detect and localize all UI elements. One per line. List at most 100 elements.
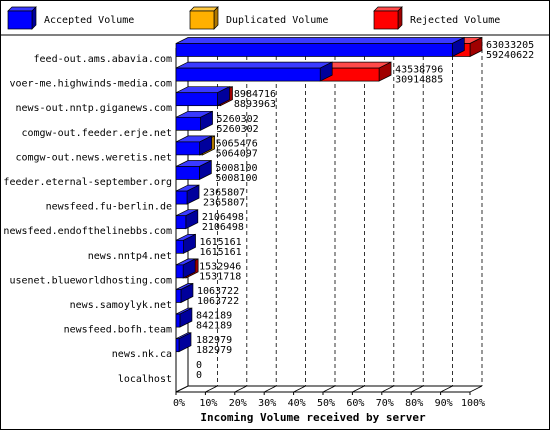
floor-grid xyxy=(411,385,424,393)
bar-row: newsfeed.endofthelinebbs.com 210649821064… xyxy=(3,209,244,237)
accepted-bar xyxy=(175,282,194,304)
legend: Accepted Volume Duplicated Volume Rejected… xyxy=(7,6,500,30)
category-label: feeder.eternal-september.org xyxy=(3,177,172,188)
x-tick-label: 90% xyxy=(435,398,453,409)
category-label: news.nntp4.net xyxy=(88,251,172,262)
legend-swatch-top xyxy=(7,6,37,12)
x-tick-label: 20% xyxy=(229,398,247,409)
accepted-volume-label: 182979 xyxy=(196,345,232,356)
legend-swatch-side xyxy=(31,6,37,30)
accepted-bar-face xyxy=(175,92,218,107)
rejected-bar xyxy=(319,61,392,82)
accepted-bar-face xyxy=(175,67,321,82)
legend-item: Rejected Volume xyxy=(373,6,500,30)
floor-grid xyxy=(469,385,483,393)
total-volume-label: 8984716 xyxy=(234,89,276,100)
x-tick-label: 30% xyxy=(258,398,276,409)
accepted-volume-label: 2106498 xyxy=(202,222,244,233)
total-volume-label: 1615161 xyxy=(200,237,242,248)
accepted-bar xyxy=(175,159,212,181)
legend-swatch xyxy=(189,10,215,30)
accepted-bar xyxy=(175,61,333,82)
x-tick-label: 100% xyxy=(461,398,485,409)
legend-swatch-top xyxy=(189,6,219,12)
accepted-bar xyxy=(175,258,196,279)
accepted-bar xyxy=(175,86,230,107)
accepted-volume-label: 8893963 xyxy=(234,99,276,110)
accepted-bar xyxy=(175,110,213,131)
accepted-bar xyxy=(175,184,200,205)
category-label: newsfeed.fu-berlin.de xyxy=(46,202,172,213)
bar-row: feeder.eternal-september.org 500810050081… xyxy=(3,159,258,188)
accepted-bar-face xyxy=(175,289,182,303)
category-label: news.samoylyk.net xyxy=(70,300,172,311)
accepted-bar-top xyxy=(175,61,333,69)
x-ticks: 0% 10% 20% 30% 40% 50% 60% 70% 80% 90% 100% xyxy=(173,392,485,409)
legend-swatch xyxy=(373,10,399,30)
accepted-bar-face xyxy=(175,215,187,230)
total-volume-label: 2365807 xyxy=(203,188,245,199)
accepted-bar-face xyxy=(175,239,184,254)
accepted-bar xyxy=(175,36,465,58)
total-volume-label: 182979 xyxy=(196,335,232,346)
gridlines xyxy=(205,42,483,393)
accepted-volume-label: 5260302 xyxy=(217,124,259,135)
legend-swatch-top xyxy=(373,6,403,12)
x-axis-title: Incoming Volume received by server xyxy=(200,411,426,424)
accepted-volume-label: 842189 xyxy=(196,321,232,332)
legend-label: Duplicated Volume xyxy=(226,15,328,26)
accepted-bar xyxy=(175,135,212,156)
legend-swatch-side xyxy=(397,6,403,30)
total-volume-label: 1532946 xyxy=(199,261,241,272)
total-volume-label: 5260302 xyxy=(217,114,259,125)
category-label: comgw-out.feeder.erje.net xyxy=(21,128,172,139)
accepted-bar-face xyxy=(175,264,184,279)
x-tick-label: 50% xyxy=(317,398,335,409)
total-volume-label: 43538796 xyxy=(395,65,443,76)
accepted-bar-side xyxy=(178,332,192,353)
category-label: feed-out.ams.abavia.com xyxy=(34,54,172,65)
bar-row: usenet.blueworldhosting.com 1532946153171… xyxy=(9,258,241,286)
floor-grid xyxy=(205,385,218,393)
accepted-volume-label: 5008100 xyxy=(215,173,257,184)
accepted-bar-face xyxy=(175,338,180,353)
accepted-bar-face xyxy=(175,141,200,156)
category-label: news-out.nntp.giganews.com xyxy=(15,103,172,114)
floor-grid xyxy=(234,385,247,393)
accepted-volume-label: 2365807 xyxy=(203,198,245,209)
category-label: comgw-out.news.weretis.net xyxy=(15,152,172,163)
accepted-volume-label: 1531718 xyxy=(199,271,241,282)
legend-item: Duplicated Volume xyxy=(189,6,328,30)
x-tick-label: 0% xyxy=(173,398,185,409)
category-label: newsfeed.endofthelinebbs.com xyxy=(3,226,172,237)
accepted-bar-face xyxy=(175,166,200,180)
floor-grid xyxy=(352,385,365,393)
category-label: localhost xyxy=(118,374,172,385)
floor-grid xyxy=(322,385,336,393)
accepted-bar-top xyxy=(175,37,465,44)
x-tick-label: 10% xyxy=(199,398,217,409)
accepted-volume-label: 5064097 xyxy=(216,148,258,159)
total-volume-label: 842189 xyxy=(196,311,232,322)
accepted-bar-face xyxy=(175,190,188,205)
bar-row: localhost 00 xyxy=(118,360,202,385)
accepted-bar xyxy=(175,209,199,230)
legend-swatch-side xyxy=(213,6,219,30)
accepted-bar xyxy=(175,307,193,328)
accepted-bar xyxy=(175,332,192,353)
category-label: news.nk.ca xyxy=(112,349,172,360)
legend-item: Accepted Volume xyxy=(7,6,134,30)
x-tick-label: 40% xyxy=(288,398,306,409)
x-tick-label: 80% xyxy=(405,398,423,409)
category-label: voer-me.highwinds-media.com xyxy=(9,79,172,90)
accepted-volume-label: 1615161 xyxy=(200,247,242,258)
